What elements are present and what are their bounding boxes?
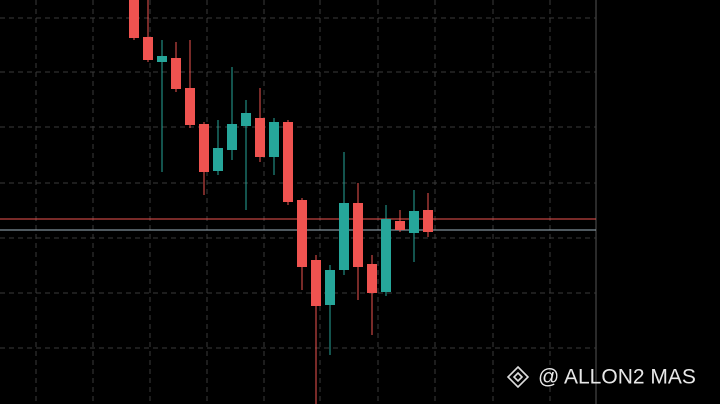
candle-body [227,124,237,150]
watermark: @ ALLON2 MAS [506,365,696,389]
candle-body [171,58,181,89]
candle-body [143,37,153,60]
plot [0,0,596,404]
candle-body [255,118,265,157]
candle-body [367,264,377,293]
candle-body [311,260,321,306]
candle-body [409,211,419,233]
candle-body [353,203,363,267]
candle-body [395,221,405,230]
candle-body [241,113,251,126]
candle-body [269,122,279,157]
candle-body [157,56,167,62]
watermark-text: @ ALLON2 MAS [538,366,696,389]
candle-body [339,203,349,270]
candle-body [325,270,335,305]
candle-body [297,200,307,267]
logo-icon [506,365,530,389]
vertical-grid [35,0,551,404]
candle-body [423,210,433,232]
candle-body [381,219,391,292]
candle-body [129,0,139,38]
candle-body [283,122,293,202]
candle-body [185,88,195,125]
candle-body [199,124,209,172]
candle-body [213,148,223,171]
